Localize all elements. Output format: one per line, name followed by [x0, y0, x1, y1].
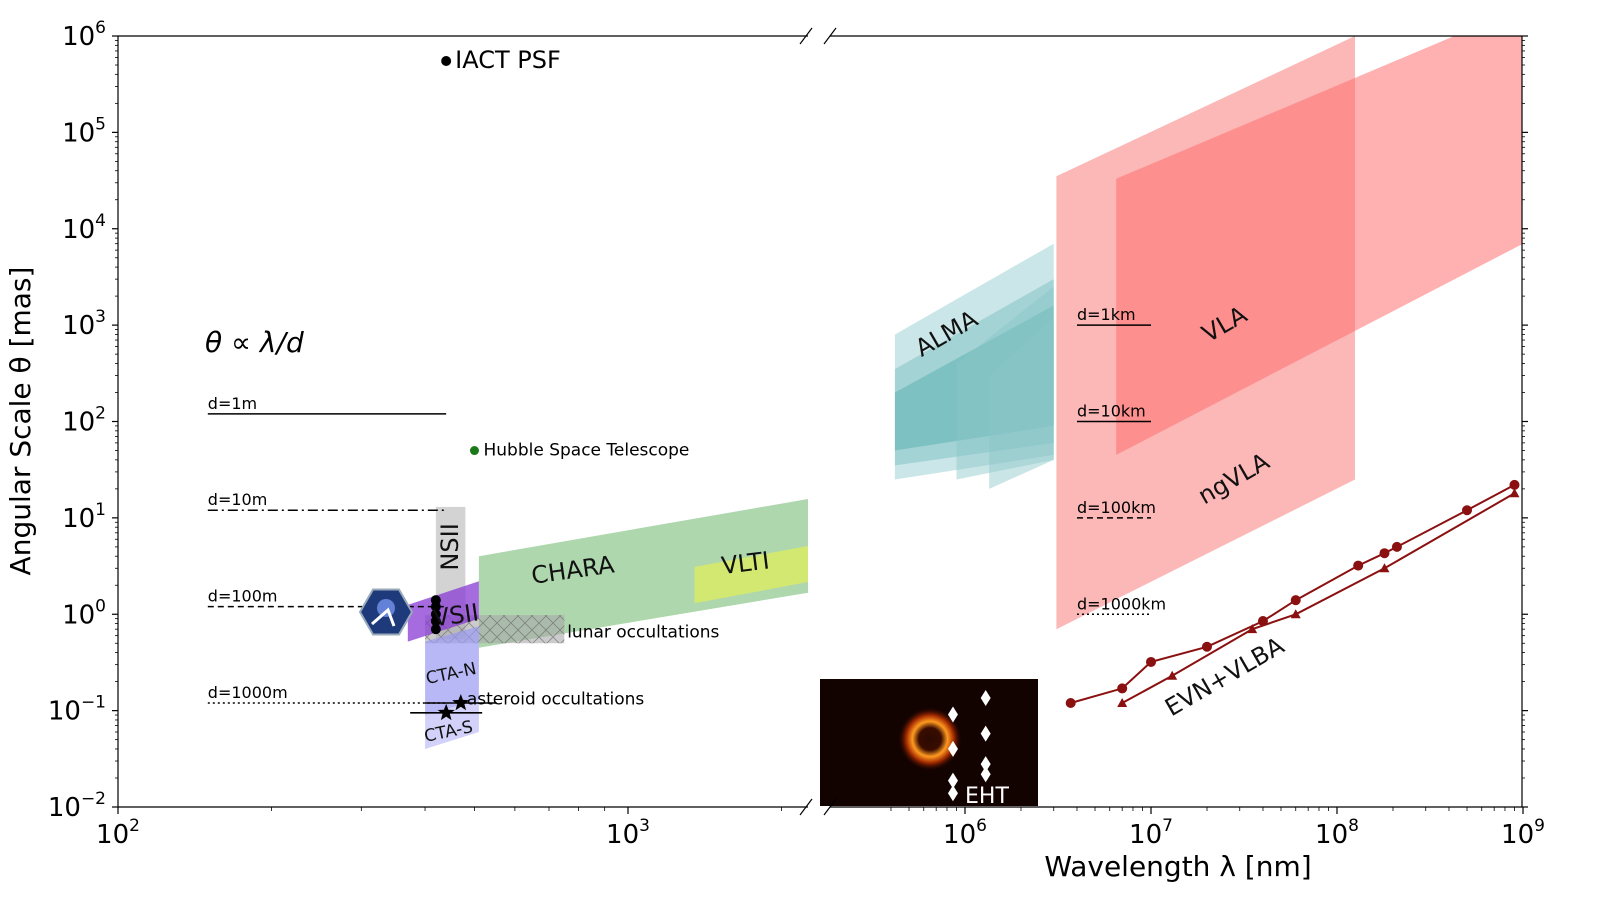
evn-vlba-point — [1065, 697, 1076, 708]
eht-label: EHT — [965, 784, 1009, 809]
evn-vlba-point — [1379, 548, 1390, 559]
region-vsii — [407, 581, 479, 642]
region-label-vsii: VSII — [431, 598, 480, 632]
eht-diamond — [980, 725, 991, 742]
x-tick-label: 103 — [606, 816, 650, 850]
resolution-lines-layer — [207, 324, 1151, 704]
y-tick-label: 100 — [62, 596, 106, 630]
y-tick-label: 104 — [62, 211, 106, 245]
asteroid-occultations-label: asteroid occultations — [467, 690, 645, 710]
evn-vlba-point — [1201, 641, 1212, 652]
eht-diamond — [947, 706, 958, 723]
evn-vlba-line-triangle — [1121, 492, 1515, 704]
point-hubble-space-telescope — [469, 446, 479, 456]
eht-diamond — [980, 756, 991, 773]
region-band-9 — [894, 305, 1054, 451]
regions-layer — [407, 36, 1522, 749]
region-alma — [894, 243, 1054, 480]
x-tick-label: 109 — [1501, 816, 1545, 850]
axis-break-mark — [799, 798, 813, 816]
evn-vlba-point — [1391, 541, 1402, 552]
y-tick-label: 10−2 — [48, 789, 106, 823]
region-label-nsii: NSII — [436, 523, 464, 570]
evn-vlba-point — [1509, 488, 1520, 498]
resolution-label-d-1000m: d=1000m — [208, 683, 288, 702]
evn-vlba-point — [1353, 560, 1364, 571]
x-tick-label: 106 — [943, 816, 987, 850]
asteroid-star — [452, 694, 470, 711]
evn-vlba-point — [1462, 505, 1473, 516]
x-axis-label: Wavelength λ [nm] — [1044, 850, 1311, 883]
region-vla — [1116, 36, 1522, 455]
evn-vlba-point — [1146, 656, 1156, 667]
y-tick-label: 103 — [62, 307, 106, 341]
y-tick-label: 101 — [62, 500, 106, 534]
resolution-label-d-1000km: d=1000km — [1077, 594, 1166, 613]
resolution-label-d-100m: d=100m — [208, 587, 278, 606]
point-label-hubble-space-telescope: Hubble Space Telescope — [483, 441, 689, 461]
region-label-lunar-occultations: lunar occultations — [567, 622, 719, 642]
evn-vlba-point — [1257, 616, 1268, 627]
y-axis-label: Angular Scale θ [mas] — [4, 267, 37, 576]
evn-vlba-point — [1290, 609, 1301, 619]
resolution-label-d-10km: d=10km — [1077, 402, 1146, 421]
eht-diamond — [980, 690, 991, 707]
evn-vlba-point — [1167, 670, 1178, 680]
x-tick-label: 102 — [96, 816, 140, 850]
resolution-label-d-10m: d=10m — [208, 490, 268, 509]
region-cta-n — [425, 626, 479, 715]
evn-vlba-point — [1247, 624, 1258, 634]
formula-label: θ ∝ λ/d — [205, 326, 304, 359]
y-tick-label: 105 — [62, 114, 106, 148]
axis-break-mark — [823, 27, 837, 45]
resolution-label-d-1km: d=1km — [1077, 305, 1136, 324]
eht-diamond — [980, 766, 991, 783]
vsii-point — [430, 624, 441, 635]
resolution-label-d-100km: d=100km — [1077, 498, 1156, 517]
extras-layer — [358, 56, 1520, 806]
vsii-logo-glow — [377, 599, 395, 617]
vsii-logo-telescope — [371, 607, 396, 627]
axis-break-mark — [823, 798, 837, 816]
evn-vlba-point — [1117, 697, 1128, 707]
x-tick-label: 107 — [1129, 816, 1173, 850]
evn-vlba-point — [1509, 479, 1520, 490]
eht-diamond — [947, 785, 958, 802]
region-cta-s — [425, 699, 479, 749]
asteroid-star — [437, 703, 455, 721]
vsii-point — [430, 616, 441, 627]
evn-vlba-point — [1117, 683, 1128, 694]
region-vlti — [694, 546, 808, 604]
y-tick-label: 102 — [62, 404, 106, 438]
evn-vlba-point — [1290, 595, 1301, 606]
eht-black-hole-ring — [898, 707, 962, 771]
y-tick-label: 106 — [62, 18, 106, 52]
eht-diamond — [947, 740, 958, 757]
point-iact-psf — [441, 56, 452, 67]
region-band-8 — [894, 279, 1054, 466]
region-label-vlti: VLTI — [720, 546, 771, 580]
axis-break-mark — [799, 27, 813, 45]
region-band-11 — [989, 317, 1054, 489]
x-tick-label: 108 — [1315, 816, 1359, 850]
region-chara — [478, 498, 808, 648]
eht-diamond — [947, 772, 958, 789]
region-band-10 — [956, 286, 1054, 480]
resolution-label-d-1m: d=1m — [208, 394, 257, 413]
y-tick-label: 10−1 — [48, 693, 106, 727]
vsii-point — [430, 601, 441, 612]
evn-vlba-point — [1379, 563, 1390, 573]
point-label-iact-psf: IACT PSF — [455, 46, 561, 74]
